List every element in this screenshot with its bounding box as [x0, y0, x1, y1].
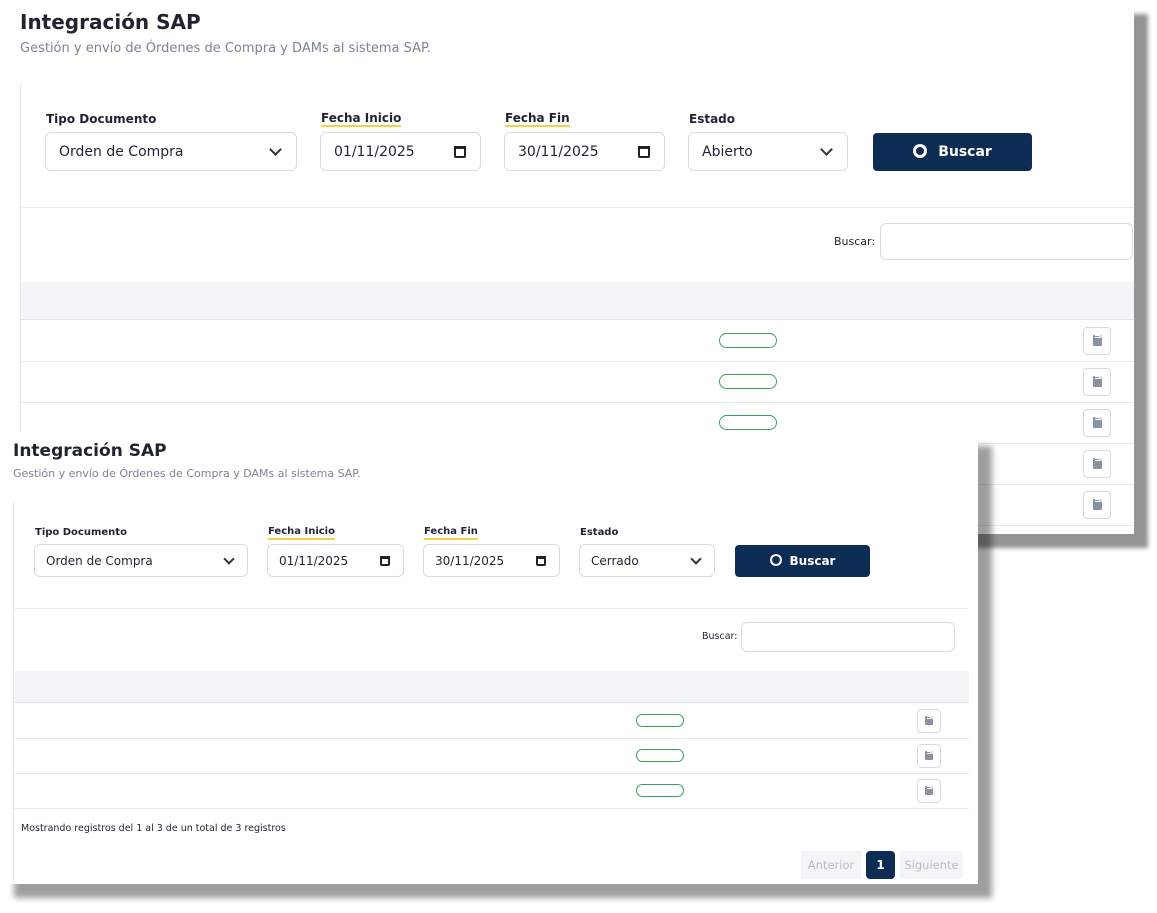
- tipo-documento-select[interactable]: Orden de Compra: [34, 544, 248, 577]
- estado-value: Abierto: [702, 143, 753, 160]
- chevron-down-icon: [269, 142, 282, 156]
- row-divider: [14, 773, 969, 774]
- page-subtitle: Gestión y envío de Órdenes de Compra y D…: [20, 41, 431, 56]
- document-icon: [1092, 499, 1102, 510]
- fecha-inicio-input[interactable]: 01/11/2025: [320, 132, 481, 171]
- table-search-input[interactable]: [741, 622, 955, 652]
- card-border: [20, 84, 21, 534]
- document-icon: [1092, 376, 1102, 387]
- fecha-fin-input[interactable]: 30/11/2025: [423, 544, 560, 577]
- estado-label: Estado: [689, 112, 736, 126]
- tipo-badge: [719, 374, 777, 389]
- document-icon: [925, 751, 933, 760]
- divider: [21, 207, 1134, 208]
- fecha-fin-input[interactable]: 30/11/2025: [504, 132, 665, 171]
- fecha-inicio-label: Fecha Inicio: [321, 111, 402, 127]
- fecha-inicio-label: Fecha Inicio: [268, 526, 335, 540]
- tipo-documento-label: Tipo Documento: [46, 112, 157, 126]
- buscar-button-label: Buscar: [938, 144, 992, 160]
- calendar-icon[interactable]: [380, 555, 390, 566]
- fecha-fin-value: 30/11/2025: [435, 553, 505, 568]
- tipo-documento-value: Orden de Compra: [59, 143, 184, 160]
- tipo-badge: [719, 333, 777, 348]
- document-icon: [1092, 458, 1102, 469]
- view-document-button[interactable]: [917, 778, 941, 803]
- fecha-fin-value: 30/11/2025: [518, 143, 599, 160]
- tipo-badge: [636, 784, 684, 797]
- table-search-label: Buscar:: [702, 631, 738, 642]
- pagination-next[interactable]: Siguiente: [900, 851, 963, 879]
- view-document-button[interactable]: [917, 743, 941, 768]
- view-document-button[interactable]: [1083, 449, 1111, 478]
- table-info: Mostrando registros del 1 al 3 de un tot…: [21, 823, 286, 834]
- estado-label: Estado: [580, 527, 619, 538]
- fecha-inicio-input[interactable]: 01/11/2025: [267, 544, 404, 577]
- tipo-badge: [719, 415, 777, 430]
- document-icon: [1092, 335, 1102, 346]
- estado-value: Cerrado: [591, 553, 639, 568]
- page-title: Integración SAP: [13, 441, 167, 461]
- tipo-documento-select[interactable]: Orden de Compra: [45, 132, 297, 171]
- fecha-inicio-value: 01/11/2025: [334, 143, 415, 160]
- card-border: [13, 502, 14, 884]
- estado-select[interactable]: Abierto: [688, 132, 848, 171]
- page-title: Integración SAP: [20, 10, 201, 34]
- table-header: [14, 671, 969, 702]
- pagination-prev[interactable]: Anterior: [801, 851, 861, 879]
- chevron-down-icon: [820, 142, 833, 156]
- fecha-inicio-value: 01/11/2025: [279, 553, 349, 568]
- estado-select[interactable]: Cerrado: [579, 544, 715, 577]
- row-divider: [14, 738, 969, 739]
- tipo-documento-label: Tipo Documento: [35, 527, 127, 538]
- tipo-badge: [636, 714, 684, 727]
- buscar-button[interactable]: Buscar: [873, 133, 1032, 171]
- header-divider: [21, 319, 1134, 320]
- buscar-button[interactable]: Buscar: [735, 545, 870, 577]
- view-document-button[interactable]: [1083, 367, 1111, 396]
- search-icon: [769, 553, 782, 566]
- chevron-down-icon: [223, 552, 235, 565]
- calendar-icon[interactable]: [638, 145, 650, 158]
- table-header: [21, 282, 1134, 319]
- calendar-icon[interactable]: [536, 555, 546, 566]
- view-document-button[interactable]: [1083, 490, 1111, 519]
- document-icon: [1092, 417, 1102, 428]
- buscar-button-label: Buscar: [789, 554, 836, 568]
- tipo-badge: [636, 749, 684, 762]
- table-search-label: Buscar:: [834, 235, 876, 248]
- view-document-button[interactable]: [1083, 408, 1111, 437]
- view-document-button[interactable]: [917, 708, 941, 733]
- pagination-page-1[interactable]: 1: [866, 851, 895, 879]
- calendar-icon[interactable]: [454, 145, 466, 158]
- row-divider: [21, 361, 1134, 362]
- page-subtitle: Gestión y envío de Órdenes de Compra y D…: [13, 467, 361, 480]
- divider: [14, 608, 968, 609]
- chevron-down-icon: [690, 552, 702, 565]
- search-icon: [913, 143, 928, 158]
- sap-panel-cerrado: Integración SAP Gestión y envío de Órden…: [0, 432, 978, 884]
- document-icon: [925, 716, 933, 725]
- row-divider: [21, 402, 1134, 403]
- row-divider: [14, 808, 969, 809]
- header-divider: [14, 702, 969, 703]
- view-document-button[interactable]: [1083, 326, 1111, 355]
- document-icon: [925, 786, 933, 795]
- tipo-documento-value: Orden de Compra: [46, 553, 153, 568]
- fecha-fin-label: Fecha Fin: [424, 526, 478, 540]
- table-search-input[interactable]: [880, 223, 1133, 260]
- fecha-fin-label: Fecha Fin: [505, 111, 570, 127]
